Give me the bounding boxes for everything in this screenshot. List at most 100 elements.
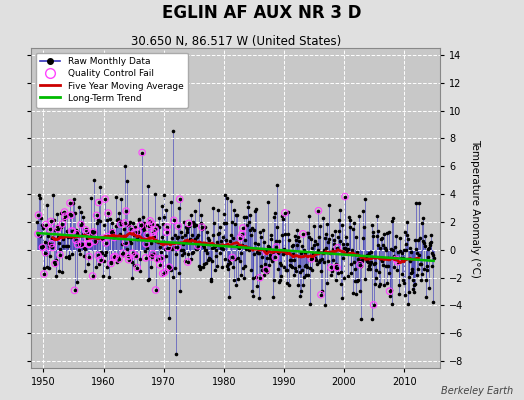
Point: [314, 208, 323, 214]
Point: [179, 247, 188, 253]
Point: [288, 264, 297, 270]
Point: [198, 224, 206, 230]
Point: [42, 251, 51, 257]
Point: [408, 286, 417, 292]
Point: [184, 220, 193, 227]
Point: [133, 264, 141, 271]
Point: [93, 216, 102, 223]
Point: [132, 253, 140, 259]
Point: [187, 256, 195, 262]
Point: [277, 273, 286, 280]
Point: [301, 263, 309, 270]
Point: [238, 225, 247, 231]
Point: [378, 235, 386, 241]
Point: [338, 294, 346, 301]
Point: [47, 240, 56, 247]
Text: EGLIN AF AUX NR 3 D: EGLIN AF AUX NR 3 D: [162, 4, 362, 22]
Point: [215, 230, 223, 236]
Point: [367, 259, 375, 265]
Point: [116, 231, 124, 237]
Point: [90, 177, 98, 183]
Point: [78, 231, 86, 237]
Point: [124, 253, 132, 260]
Point: [241, 237, 249, 244]
Point: [91, 229, 99, 236]
Point: [323, 280, 331, 286]
Point: [314, 247, 322, 253]
Y-axis label: Temperature Anomaly (°C): Temperature Anomaly (°C): [471, 138, 481, 278]
Point: [232, 212, 241, 218]
Point: [178, 234, 186, 240]
Point: [189, 218, 198, 225]
Point: [105, 229, 114, 236]
Point: [340, 245, 348, 252]
Point: [161, 246, 169, 252]
Point: [211, 267, 220, 273]
Point: [341, 244, 350, 251]
Point: [252, 205, 260, 212]
Point: [290, 272, 299, 279]
Point: [376, 281, 384, 288]
Point: [385, 270, 393, 277]
Point: [214, 206, 223, 213]
Point: [47, 218, 55, 225]
Point: [228, 254, 236, 261]
Point: [399, 255, 407, 261]
Point: [46, 253, 54, 259]
Point: [367, 222, 376, 228]
Point: [225, 294, 233, 300]
Point: [72, 237, 80, 244]
Point: [316, 257, 325, 263]
Point: [238, 225, 247, 231]
Point: [259, 226, 268, 233]
Point: [336, 238, 344, 245]
Point: [384, 254, 392, 261]
Point: [396, 257, 405, 264]
Point: [262, 267, 270, 273]
Point: [135, 268, 144, 274]
Point: [294, 263, 303, 269]
Point: [334, 234, 342, 240]
Point: [350, 220, 358, 226]
Point: [208, 245, 216, 251]
Point: [238, 231, 246, 237]
Point: [121, 220, 129, 226]
Point: [280, 246, 288, 252]
Point: [326, 249, 335, 256]
Point: [347, 270, 355, 277]
Point: [420, 239, 428, 246]
Point: [416, 261, 424, 267]
Point: [265, 244, 274, 250]
Point: [78, 241, 86, 248]
Point: [189, 249, 197, 256]
Point: [264, 199, 272, 205]
Point: [286, 256, 294, 263]
Point: [37, 244, 46, 250]
Point: [122, 208, 130, 214]
Point: [198, 224, 206, 230]
Point: [86, 229, 94, 235]
Point: [99, 272, 107, 279]
Point: [247, 232, 256, 238]
Point: [107, 260, 115, 267]
Point: [96, 256, 105, 263]
Point: [237, 272, 245, 278]
Point: [300, 274, 309, 280]
Point: [375, 269, 383, 276]
Point: [256, 274, 264, 281]
Point: [396, 248, 405, 254]
Point: [333, 264, 341, 271]
Point: [200, 261, 209, 267]
Point: [169, 274, 178, 280]
Point: [61, 254, 70, 260]
Point: [278, 232, 287, 238]
Point: [252, 274, 260, 280]
Point: [145, 276, 154, 282]
Point: [141, 222, 149, 229]
Point: [110, 254, 118, 260]
Point: [385, 288, 394, 294]
Point: [151, 287, 160, 293]
Point: [53, 223, 61, 229]
Point: [172, 234, 181, 241]
Point: [103, 233, 112, 240]
